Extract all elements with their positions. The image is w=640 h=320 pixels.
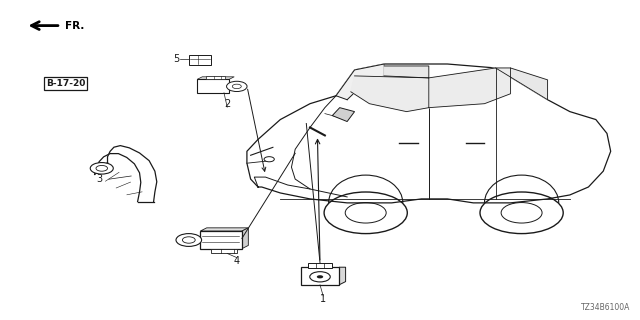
Polygon shape [384, 66, 429, 78]
Circle shape [317, 275, 323, 278]
Polygon shape [495, 68, 548, 100]
Bar [197, 79, 229, 93]
Text: 5: 5 [173, 54, 179, 64]
Text: FR.: FR. [65, 20, 84, 31]
Circle shape [176, 234, 202, 246]
Polygon shape [429, 68, 511, 108]
Polygon shape [242, 228, 248, 249]
Circle shape [227, 81, 247, 92]
Bar [301, 267, 339, 285]
Bar [308, 263, 332, 268]
Circle shape [90, 163, 113, 174]
Polygon shape [197, 77, 234, 79]
Polygon shape [336, 64, 384, 100]
Text: B-17-20: B-17-20 [46, 79, 86, 88]
Text: 1: 1 [320, 294, 326, 304]
Text: 3: 3 [96, 174, 102, 184]
Bar [189, 55, 211, 65]
Polygon shape [351, 76, 429, 112]
Polygon shape [200, 228, 248, 231]
Polygon shape [247, 64, 611, 203]
Text: 4: 4 [234, 256, 240, 266]
Polygon shape [339, 267, 346, 285]
Bar [200, 231, 242, 249]
Polygon shape [332, 108, 355, 122]
Bar [211, 249, 237, 253]
Text: 2: 2 [224, 99, 230, 109]
Bar [206, 76, 225, 79]
Text: TZ34B6100A: TZ34B6100A [581, 303, 630, 312]
